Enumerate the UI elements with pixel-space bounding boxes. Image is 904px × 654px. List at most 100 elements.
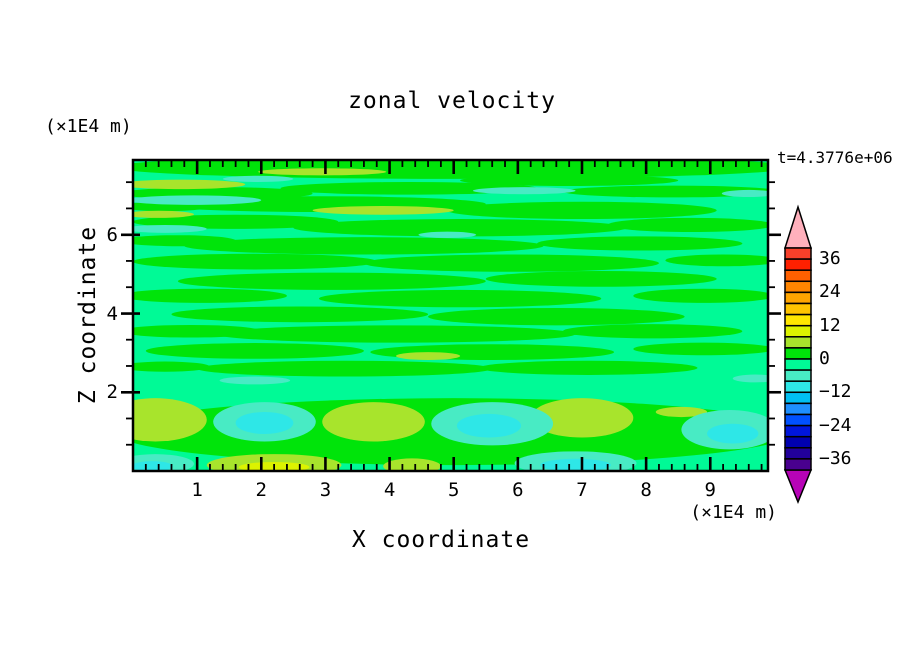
colorbar-cell — [784, 369, 812, 382]
colorbar-cell — [784, 269, 812, 283]
colorbar-tick-label: 0 — [819, 348, 830, 369]
colorbar-cell — [784, 247, 812, 260]
contour-blob — [216, 325, 576, 343]
contour-blob — [428, 308, 685, 326]
contour-blob — [280, 182, 538, 195]
contour-blob — [197, 360, 493, 377]
contour-blob — [363, 254, 659, 272]
contour-blob — [133, 288, 287, 303]
contour-blob — [633, 342, 768, 356]
x-tick-label: 4 — [383, 479, 396, 501]
contour-blob — [607, 217, 768, 233]
page-title: zonal velocity — [348, 88, 556, 114]
colorbar-cell — [784, 413, 812, 427]
plot-frame — [131, 158, 770, 473]
contour-blob — [732, 374, 768, 383]
contour-blob — [133, 253, 377, 270]
x-tick-label: 6 — [512, 479, 524, 501]
contour-blob — [222, 175, 294, 183]
y-tick-label: 6 — [106, 223, 118, 246]
x-tick-label: 9 — [704, 479, 716, 501]
colorbar-cell — [784, 458, 812, 471]
contour-blob — [133, 398, 207, 442]
contour-blob — [395, 352, 461, 360]
colorbar-cell — [784, 402, 812, 416]
contour-blob — [562, 185, 768, 198]
contour-blob — [633, 288, 768, 303]
contour-blob — [293, 219, 627, 237]
colorbar-tick-label: −24 — [819, 414, 852, 436]
x-axis-title: X coordinate — [351, 527, 531, 553]
colorbar-tick-label: 12 — [819, 314, 841, 336]
colorbar-cell — [784, 324, 812, 338]
x-tick-label: 2 — [255, 479, 267, 501]
contour-blob — [133, 361, 210, 372]
colorbar-cell — [784, 447, 812, 460]
contour-blob — [133, 324, 262, 338]
colorbar-cell — [784, 291, 812, 305]
contour-blob — [133, 210, 194, 218]
timestamp-label: t=4.3776e+06 — [777, 148, 893, 167]
colorbar-cell — [784, 258, 812, 271]
y-tick-label: 2 — [106, 381, 118, 404]
contour-blob — [258, 168, 387, 176]
y-tick-label: 4 — [106, 302, 118, 325]
x-tick-label: 5 — [447, 479, 460, 501]
contour-blob — [707, 423, 759, 444]
colorbar-cell — [784, 302, 812, 316]
contour-blob — [472, 187, 576, 195]
colorbar-cell — [784, 280, 812, 294]
colorbar-tick-label: 36 — [819, 248, 841, 270]
colorbar-cell — [784, 391, 812, 405]
contour-blob — [721, 189, 768, 198]
contour-blob — [312, 206, 454, 215]
colorbar-cell — [784, 347, 812, 360]
contour-blob — [133, 214, 339, 229]
contour-field — [133, 160, 768, 471]
contour-blob — [447, 387, 615, 397]
contour-blob — [133, 179, 246, 190]
colorbar-cell — [784, 435, 812, 449]
contour-blob — [530, 398, 634, 438]
contour-blob — [133, 235, 236, 247]
contour-blob — [145, 343, 364, 359]
x-unit-label: (×1E4 m) — [690, 502, 777, 523]
contour-blob — [171, 306, 429, 323]
contour-blob — [665, 254, 768, 267]
x-tick-label: 8 — [640, 479, 652, 501]
colorbar-tick-label: 24 — [819, 281, 841, 303]
colorbar-cell — [784, 358, 812, 371]
colorbar-tick-label: −36 — [819, 447, 852, 469]
contour-blob — [184, 237, 544, 255]
contour-blob — [319, 289, 602, 308]
contour-blob — [219, 376, 291, 385]
contour-blob — [235, 411, 294, 434]
colorbar-cell — [784, 313, 812, 327]
colorbar-cell — [784, 424, 812, 438]
contour-blob — [133, 461, 173, 471]
contour-blob — [177, 272, 486, 290]
x-tick-label: 3 — [319, 479, 332, 501]
contour-blob — [485, 271, 717, 287]
contour-blob — [133, 224, 207, 233]
contour-blob — [322, 402, 425, 442]
x-tick-label: 7 — [576, 479, 588, 501]
colorbar-cell — [784, 336, 812, 349]
contour-blob — [655, 406, 708, 418]
contour-blob — [383, 458, 441, 471]
y-unit-label: (×1E4 m) — [45, 116, 132, 137]
contour-blob — [418, 231, 477, 238]
contour-blob — [165, 389, 294, 399]
contour-blob — [562, 324, 743, 339]
colorbar-tick-label: −12 — [819, 381, 852, 403]
contour-blob — [479, 360, 698, 375]
colorbar-under-arrow — [783, 469, 813, 504]
contour-blob — [540, 458, 611, 471]
x-tick-label: 1 — [191, 479, 203, 501]
contour-blob — [447, 201, 717, 220]
colorbar-cell — [784, 380, 812, 394]
contour-blob — [460, 174, 679, 186]
contour-blob — [537, 236, 743, 251]
colorbar-over-arrow — [783, 204, 813, 249]
